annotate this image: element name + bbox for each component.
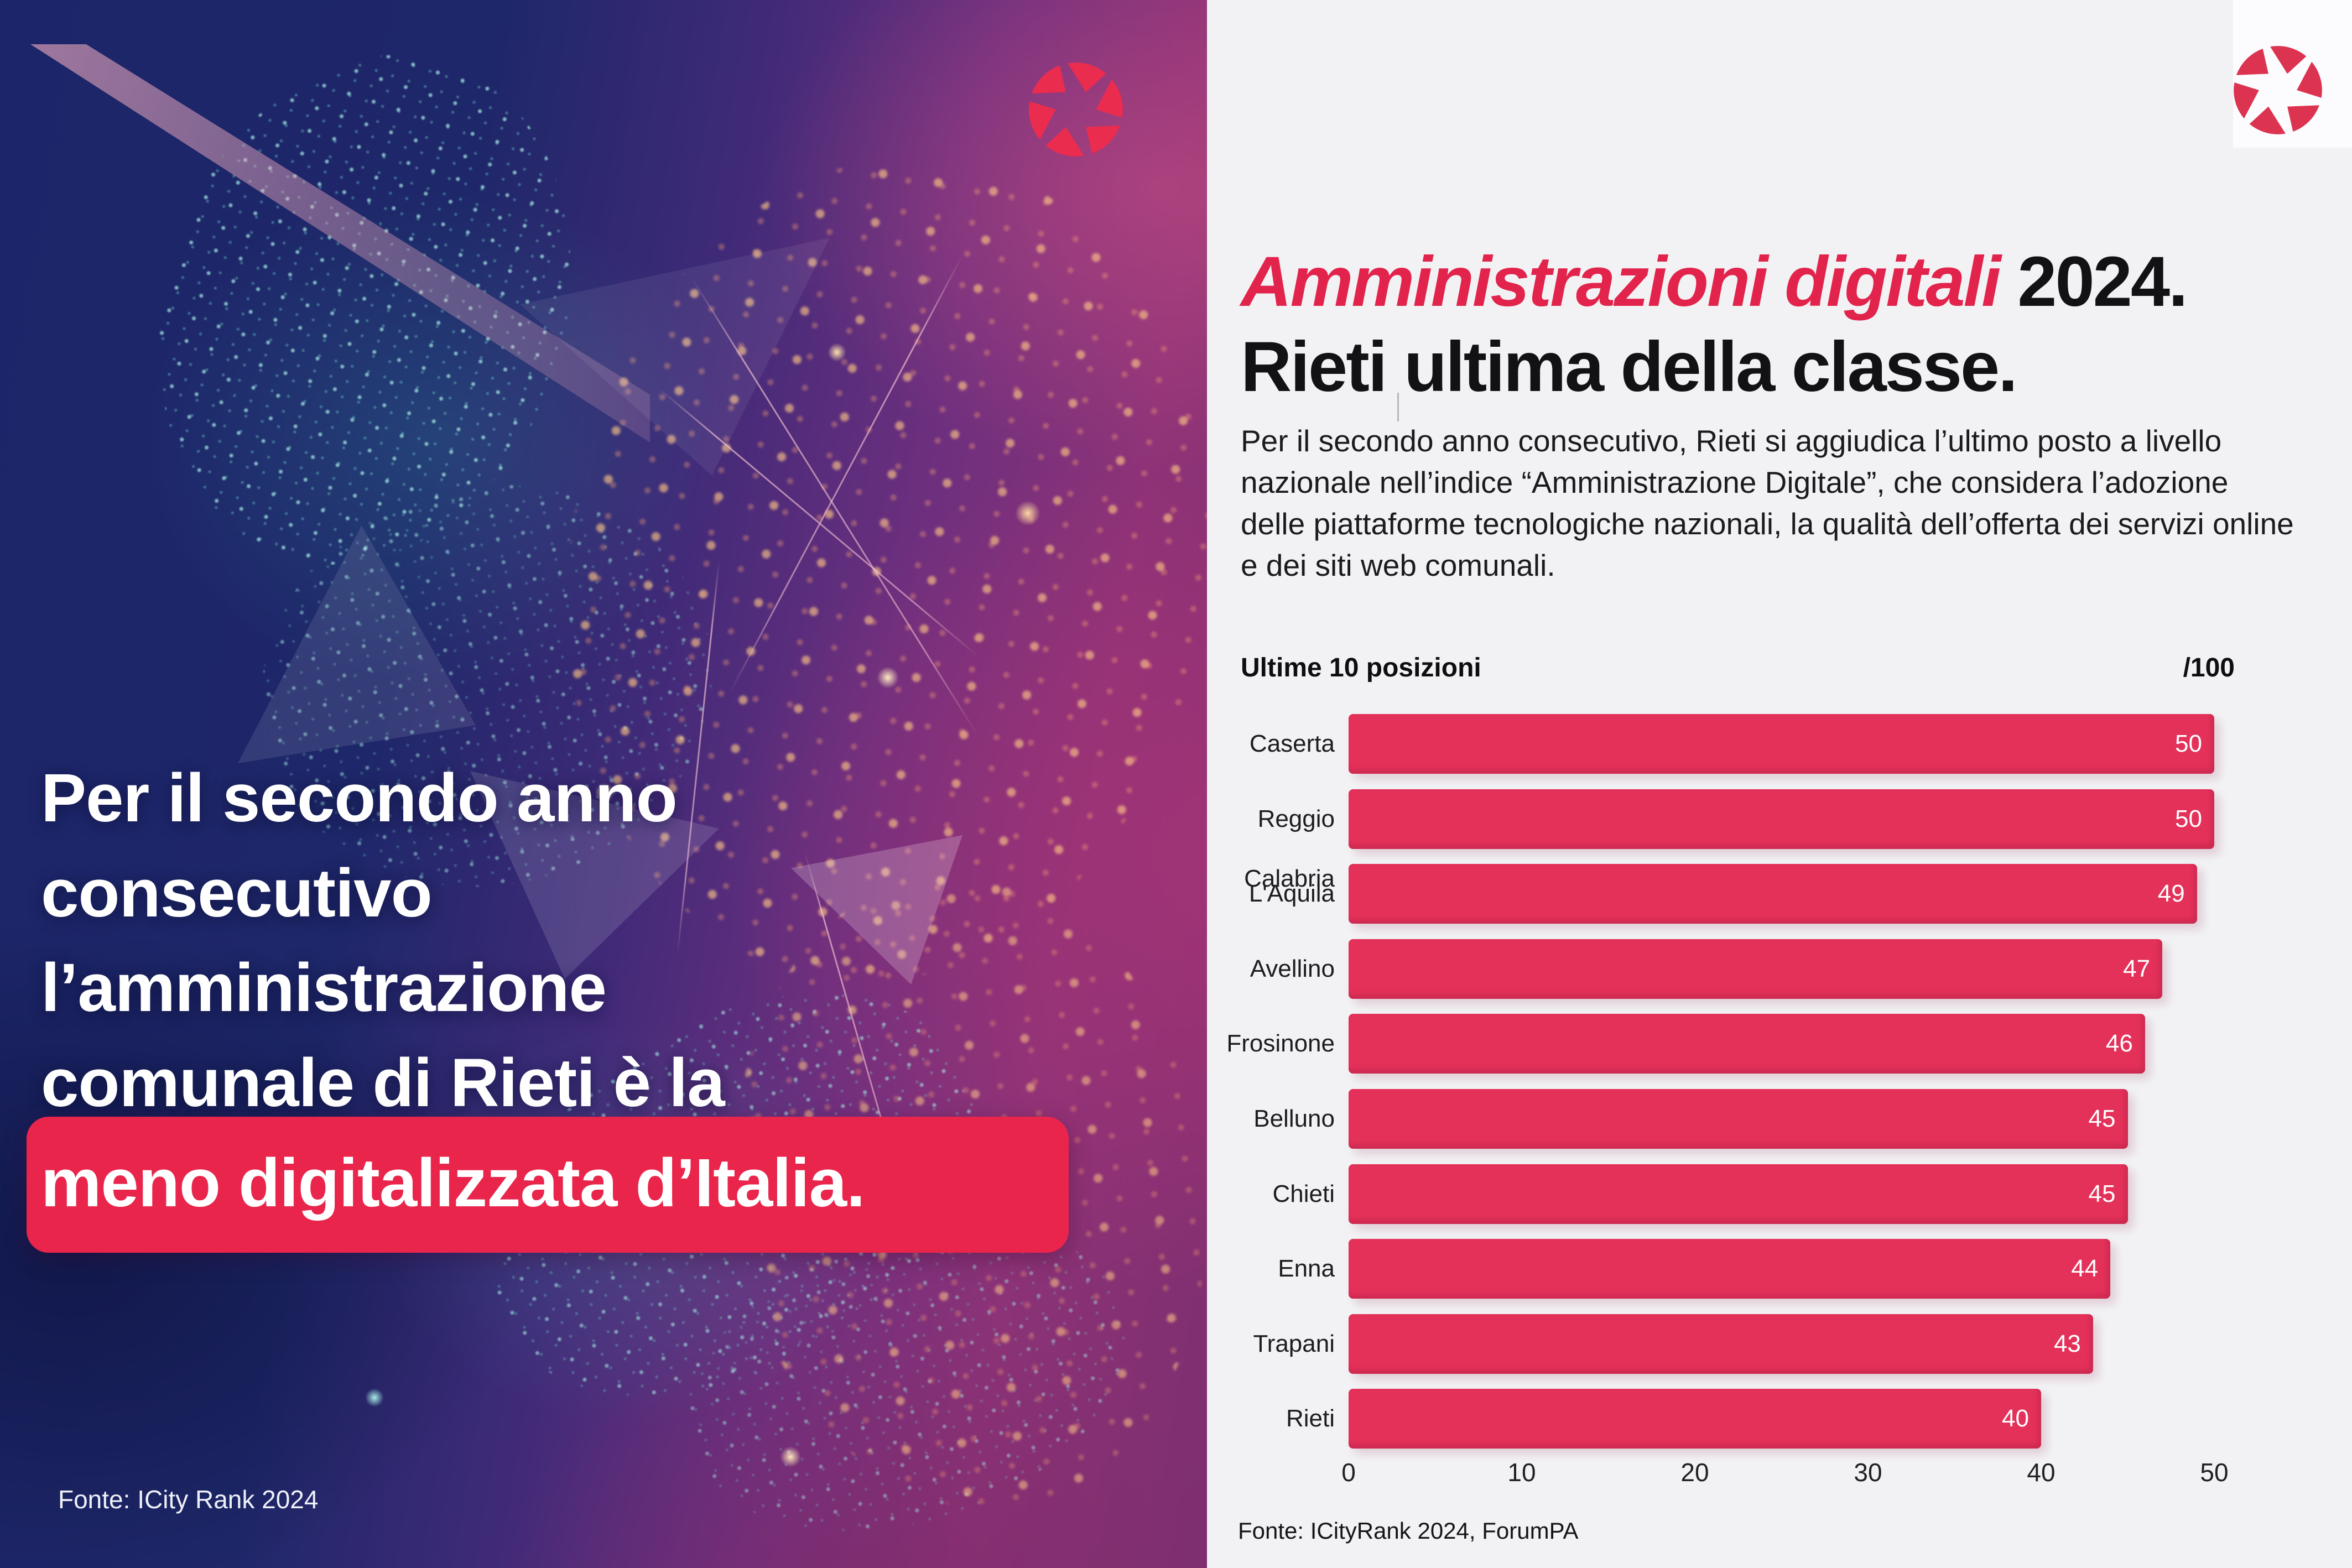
bar-value: 45 — [2088, 1180, 2116, 1207]
bar-value: 43 — [2053, 1330, 2081, 1357]
title-accent: Amministrazioni digitali — [1241, 242, 2001, 321]
x-axis-tick-label: 50 — [2200, 1458, 2229, 1487]
x-axis-tick-label: 30 — [1854, 1458, 1882, 1487]
bar: 43 — [1349, 1314, 2093, 1374]
bar: 47 — [1349, 939, 2163, 999]
bar-value: 44 — [2071, 1255, 2099, 1283]
bokeh-dot — [1015, 501, 1040, 526]
headline-line: consecutivo — [41, 855, 433, 931]
bar-label: L'Aquila — [1248, 880, 1335, 908]
bar-label: Trapani — [1253, 1330, 1335, 1357]
bar-label: Chieti — [1272, 1180, 1335, 1207]
headline-line: comunale di Rieti è la — [41, 1045, 725, 1121]
aperture-logo-icon — [1020, 60, 1132, 159]
bar-value: 49 — [2157, 880, 2185, 908]
bar: 45 — [1349, 1089, 2128, 1149]
title-year: 2024. — [1999, 242, 2188, 321]
bar-value: 50 — [2175, 730, 2202, 757]
bar-value: 47 — [2123, 955, 2151, 982]
title-line-2: Rieti ultima della classe. — [1241, 327, 2018, 407]
bar-label: Avellino — [1250, 955, 1335, 982]
headline-line: l’amministrazione — [41, 950, 607, 1026]
x-axis-tick-label: 40 — [2027, 1458, 2056, 1487]
title-line-1: Amministrazioni digitali 2024. — [1241, 239, 2188, 325]
bar: 44 — [1349, 1239, 2111, 1299]
bar-label: Belluno — [1253, 1105, 1335, 1132]
x-axis-tick-label: 20 — [1680, 1458, 1709, 1487]
bar-label: Caserta — [1249, 730, 1335, 757]
x-axis-tick-label: 10 — [1507, 1458, 1536, 1487]
bar: 46 — [1349, 1014, 2145, 1074]
bar-label: Frosinone — [1226, 1030, 1335, 1058]
bar-value: 45 — [2088, 1105, 2116, 1132]
bokeh-dot — [828, 343, 846, 362]
bar-label: Reggio Calabria — [1244, 805, 1335, 892]
page-title: Amministrazioni digitali 2024. Rieti ult… — [1241, 239, 2188, 410]
bar-label: Rieti — [1286, 1405, 1335, 1432]
bar: 45 — [1349, 1164, 2128, 1224]
bar: 40 — [1349, 1389, 2041, 1449]
source-caption: Fonte: ICity Rank 2024 — [58, 1485, 319, 1514]
bar-value: 40 — [2002, 1405, 2029, 1432]
headline-highlight-pill: meno digitalizzata d’Italia. — [27, 1117, 1069, 1253]
bar: 49 — [1349, 864, 2197, 924]
chart-scale-note: /100 — [2183, 653, 2235, 683]
chart-header: Ultime 10 posizioni /100 — [1241, 653, 2235, 683]
bokeh-dot — [595, 783, 615, 803]
particle-dot — [365, 1388, 384, 1407]
headline-highlight-text: meno digitalizzata d’Italia. — [41, 1145, 865, 1221]
intro-paragraph: Per il secondo anno consecutivo, Rieti s… — [1241, 424, 2294, 582]
text-cursor-artifact — [1397, 393, 1399, 421]
bar-chart: Caserta 50 Reggio Calabria 50 L'Aquila 49 Avel… — [1207, 0, 2352, 1568]
right-content-panel: Amministrazioni digitali 2024. Rieti ult… — [1207, 0, 2352, 1568]
bar: 50 — [1349, 789, 2214, 849]
bar-value: 46 — [2105, 1030, 2133, 1058]
headline-line: Per il secondo anno — [41, 760, 678, 836]
bar-value: 50 — [2175, 805, 2202, 832]
source-caption: Fonte: ICityRank 2024, ForumPA — [1238, 1518, 1579, 1544]
left-photo-panel: Per il secondo anno consecutivo l’ammini… — [0, 0, 1207, 1568]
x-axis-tick-label: 0 — [1341, 1458, 1356, 1487]
bar: 50 — [1349, 714, 2214, 774]
bokeh-dot — [780, 1446, 801, 1467]
bar-label: Enna — [1278, 1255, 1335, 1283]
bokeh-dot — [877, 666, 899, 689]
headline: Per il secondo anno consecutivo l’ammini… — [41, 751, 725, 1131]
chart-title: Ultime 10 posizioni — [1241, 653, 1481, 683]
